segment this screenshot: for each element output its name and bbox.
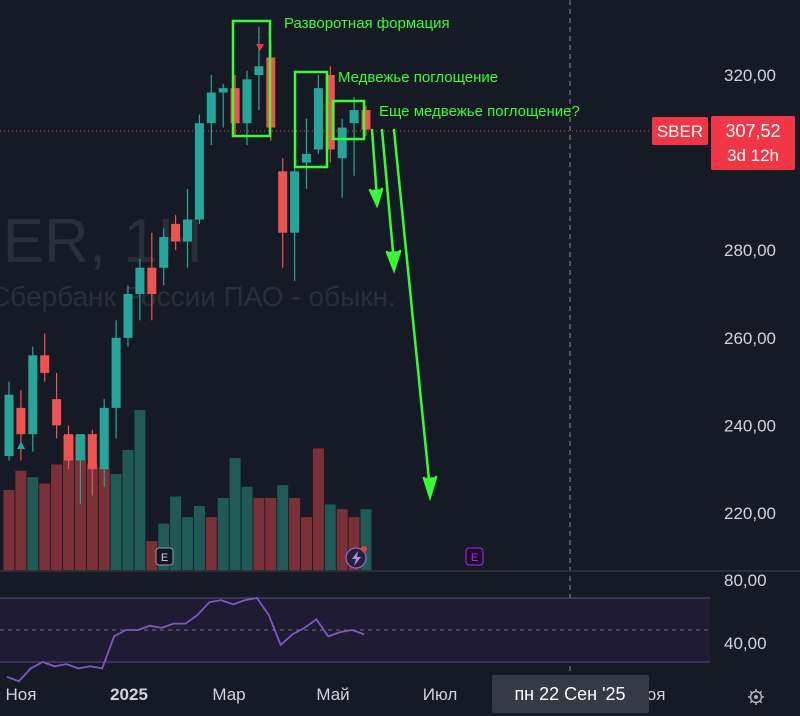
earnings-marker-2-label: E [471,552,478,564]
candle [290,162,300,281]
price-tick-label: 260,00 [724,329,776,348]
candle [4,381,14,461]
forecast-arrows [368,128,438,502]
candle [99,399,109,487]
volume-bar [217,498,229,570]
earnings-marker-1[interactable]: E [155,547,174,566]
candle [230,75,240,137]
volume-bar [122,450,134,570]
candle [278,158,288,268]
candle [111,320,121,439]
settings-gear-icon[interactable] [748,689,764,705]
volume-bar [63,435,74,570]
volume-bar [98,467,110,570]
earnings-marker-1-label: E [161,552,168,564]
cursor-date-text: пн 22 Сен '25 [514,684,625,704]
watermark-symbol: SBER, 1H [0,207,203,276]
candle [361,105,371,137]
candle [64,425,73,470]
annotation-box-engulfing-2 [331,99,366,141]
candle [52,372,62,439]
candle [313,75,323,154]
volume-bar [15,470,27,570]
price-tag-price: 307,52 [725,121,780,141]
volume-bar [86,464,98,570]
annotation-engulfing-2: Еще медвежье поглощение? [379,103,580,120]
volume-bar [110,474,122,570]
rsi-tick-label: 40,00 [724,634,767,653]
time-tick-label: Май [316,685,349,704]
candle [171,215,181,251]
volume-bar [301,517,312,570]
candle [135,258,145,321]
candle [87,429,97,496]
buy-signal-icon [17,441,25,449]
time-tick-label: Июл [423,685,458,704]
volume-bar [241,486,253,570]
candle [28,346,38,452]
price-tick-label: 220,00 [724,504,776,523]
candle [218,83,228,128]
candle [242,70,252,146]
candle [325,66,335,163]
price-axis[interactable]: 220,00 240,00 260,00 280,00 320,00 [724,66,776,523]
candle [183,188,192,268]
candle [206,75,216,146]
volume-bar [324,504,336,570]
symbol-price-tag[interactable]: SBER 307,52 3d 12h [652,116,795,170]
time-tick-label: Ноя [6,685,37,704]
volume-bar [253,498,265,570]
cursor-date-label: пн 22 Сен '25 [492,675,649,713]
volume-bar [27,477,39,570]
volume-bar [289,498,301,570]
rsi-axis: 40,00 80,00 [724,571,767,653]
candle [194,114,204,224]
earnings-marker-2[interactable]: E [465,547,484,566]
volume-bar [229,458,241,570]
time-tick-label: Мар [212,685,245,704]
price-tick-label: 320,00 [724,66,776,85]
rsi-line [6,597,365,683]
volume-bar [170,496,182,570]
candle [254,26,264,111]
volume-bar [134,410,146,570]
time-tick-label: 2025 [110,685,148,704]
annotation-box-reversal [231,19,272,138]
volume-bar [146,541,158,570]
volume-bar [277,485,289,570]
volume-bar [39,483,51,570]
candle [159,228,169,286]
volume-bar [51,464,63,570]
price-tick-label: 280,00 [724,241,776,260]
volume-bar [3,490,15,570]
volume-bar [182,517,193,570]
candle [349,96,359,176]
price-tag-symbol: SBER [657,122,703,141]
candle [302,118,311,189]
annotation-engulfing: Медвежье поглощение [338,69,498,86]
candle [40,333,50,382]
volume-bar [312,448,324,570]
candle [75,434,85,505]
watermark-name: Сбербанк России ПАО - обыкн. [0,281,396,312]
candle [147,232,157,321]
annotation-box-engulfing [293,70,329,169]
volume-bar [193,506,205,570]
flash-icon[interactable] [345,546,367,569]
volume-bar [360,509,372,570]
volume-bar [205,517,217,570]
volume-bar [336,509,348,570]
volume-bar [158,523,170,570]
volume-bar [348,517,360,570]
annotation-reversal: Разворотная формация [284,15,450,32]
rsi-tick-label: 80,00 [724,571,767,590]
price-tick-label: 240,00 [724,416,776,435]
volume-bar [265,498,277,570]
price-tag-countdown: 3d 12h [727,146,779,165]
sell-signal-icon [256,44,264,51]
candle [337,118,347,198]
candle [123,285,133,347]
volume-bars [3,410,372,570]
